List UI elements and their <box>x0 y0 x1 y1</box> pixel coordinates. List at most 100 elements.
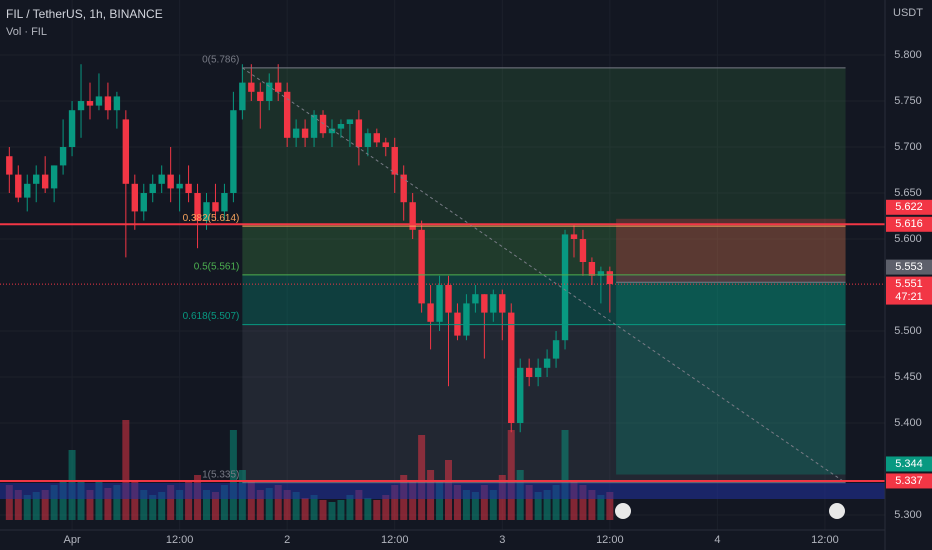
candle-body <box>418 229 425 304</box>
candle-body <box>373 133 381 143</box>
candle-body <box>212 202 219 212</box>
target-zone <box>616 282 846 475</box>
candle-body <box>167 174 174 189</box>
candle-body <box>86 101 94 106</box>
candle-body <box>534 367 542 378</box>
price-badge <box>886 199 932 215</box>
volume-bar <box>41 490 49 520</box>
volume-bar <box>229 430 237 520</box>
fib-trend-line <box>242 67 846 484</box>
volume-bar <box>462 490 470 520</box>
fib-label: 0.382(5.614) <box>183 213 240 224</box>
candle-body <box>579 239 587 263</box>
price-badge-label: 5.337 <box>895 475 923 487</box>
candle-body <box>113 96 121 111</box>
event-icon[interactable] <box>615 503 631 519</box>
candle-body <box>239 82 246 111</box>
candle-body <box>400 174 407 203</box>
volume-bar <box>95 482 103 520</box>
drawings <box>242 67 846 483</box>
countdown-label: 47:21 <box>895 291 923 303</box>
y-tick-label: 5.450 <box>894 371 922 383</box>
candle-body <box>436 285 443 322</box>
candle-body <box>472 294 479 304</box>
candle-body <box>525 367 533 378</box>
candle-body <box>275 82 282 92</box>
candle-body <box>597 271 605 276</box>
price-badge-label: 5.551 <box>895 278 923 290</box>
volume-bar <box>247 482 255 520</box>
volume-bar <box>5 485 13 520</box>
volume-bar <box>274 485 282 520</box>
candle-body <box>337 124 345 129</box>
candle-body <box>292 128 300 138</box>
volume-bar <box>265 488 273 520</box>
volume-bar <box>176 490 184 520</box>
candle-body <box>176 183 183 189</box>
candle-body <box>257 91 264 102</box>
volume-bar <box>355 490 363 520</box>
volume-bar <box>167 485 175 520</box>
candle-body <box>68 110 76 148</box>
volume-bar <box>50 485 58 520</box>
volume-bar <box>337 500 345 520</box>
volume-bar <box>391 485 399 520</box>
volume-bar <box>131 480 139 520</box>
fib-label: 0(5.786) <box>202 55 239 66</box>
volume-bar <box>579 485 587 520</box>
candle-body <box>15 174 22 198</box>
fib-zone <box>242 226 846 275</box>
volume-bar <box>588 490 596 520</box>
price-badge-label: 5.616 <box>895 218 923 230</box>
candle-body <box>266 82 273 102</box>
candle-body <box>122 119 130 184</box>
candle-body <box>203 202 210 221</box>
candle-body <box>59 147 67 166</box>
x-tick-label: 3 <box>499 534 505 546</box>
candle-body <box>543 358 551 368</box>
candle-body <box>445 285 452 313</box>
volume-bar <box>364 498 372 520</box>
event-icon[interactable] <box>829 503 845 519</box>
candle-body <box>409 202 416 230</box>
volume-bar <box>507 430 515 520</box>
candle-body <box>41 174 49 189</box>
price-badge-label: 5.553 <box>895 261 923 273</box>
y-tick-label: 5.650 <box>894 187 922 199</box>
candle-body <box>517 367 524 424</box>
volume-bar <box>561 430 569 520</box>
volume-bar <box>32 492 40 520</box>
volume-bar <box>471 492 479 520</box>
volume-bar <box>158 492 166 520</box>
candle-body <box>50 165 58 189</box>
volume-bar <box>453 485 461 520</box>
volume-bar <box>534 492 542 520</box>
volume-bar <box>104 488 112 520</box>
volume-bar <box>409 480 417 520</box>
candle-body <box>310 114 318 138</box>
fib-zone <box>242 324 846 483</box>
session-band <box>0 483 885 499</box>
x-tick-label: 12:00 <box>596 534 624 546</box>
candle-body <box>364 133 372 148</box>
volume-bar <box>23 495 31 520</box>
candle-body <box>355 119 363 148</box>
candle-body <box>427 303 434 322</box>
volume-bar <box>292 492 300 520</box>
overlays: 0(5.786) 0.382(5.614) 0.5(5.561) 0.618(5.50… <box>0 55 885 499</box>
volume-bar <box>185 480 193 520</box>
chart-subtitle: Vol · FIL <box>6 26 47 38</box>
candle-body <box>319 114 327 134</box>
x-tick-label: 12:00 <box>381 534 409 546</box>
candle-body <box>499 294 506 313</box>
price-badge <box>886 456 932 472</box>
volume-bar <box>328 502 336 520</box>
candle-body <box>391 147 398 175</box>
candle-body <box>131 183 139 212</box>
candle-body <box>301 128 309 138</box>
candles <box>6 64 614 433</box>
candle-body <box>140 193 147 212</box>
volume-bar <box>86 490 94 520</box>
candle-body <box>194 193 201 221</box>
price-badge <box>886 276 932 305</box>
